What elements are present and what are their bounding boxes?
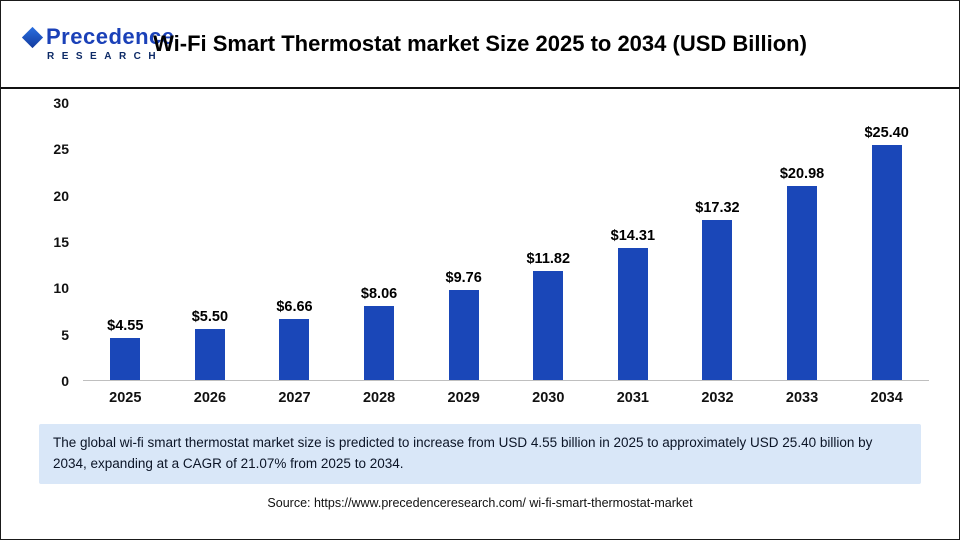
bar-value-label: $11.82	[526, 250, 571, 267]
bar-slot: $5.50	[168, 103, 253, 380]
x-axis: 2025 2026 2027 2028 2029 2030 2031 2032 2033 2034	[83, 390, 929, 406]
bar	[702, 220, 733, 380]
x-axis-label: 2026	[193, 390, 227, 406]
bar-value-label: $25.40	[864, 125, 909, 142]
logo-subtitle: RESEARCH	[47, 51, 164, 62]
bar	[533, 270, 564, 380]
y-tick-label: 25	[53, 141, 69, 158]
bar-value-label: $4.55	[107, 318, 144, 334]
x-axis-label: 2028	[362, 390, 396, 406]
precedence-research-logo: Precedence RESEARCH	[21, 24, 175, 62]
plot-area: $4.55 $5.50 $6.66 $8.06 $9.76 $11.82 $14.31 $17…	[83, 103, 929, 381]
x-axis-label: 2032	[701, 390, 734, 406]
bar-value-label: $20.98	[779, 166, 825, 183]
bar-value-label: $14.31	[610, 227, 656, 244]
bar	[617, 247, 648, 380]
bar	[871, 145, 902, 380]
bar-value-label: $9.76	[445, 269, 482, 286]
logo-name: Precedence	[46, 24, 175, 49]
x-axis-label: 2033	[785, 390, 819, 406]
x-axis-label: 2030	[532, 390, 565, 406]
summary-note: The global wi-fi smart thermostat market…	[39, 424, 921, 484]
chart-title: Wi-Fi Smart Thermostat market Size 2025 …	[153, 31, 807, 56]
y-tick-label: 30	[53, 95, 69, 111]
bar	[787, 186, 818, 380]
bar-chart: 0 5 10 15 20 25 30 $4.55 $5.50 $6.66 $8.06 $9.76 $1…	[31, 95, 929, 406]
x-axis-label: 2031	[616, 390, 649, 406]
y-tick-label: 10	[53, 280, 69, 297]
bar	[364, 305, 395, 380]
bar	[448, 289, 479, 380]
bar-slot: $11.82	[506, 103, 591, 380]
y-tick-label: 5	[61, 326, 69, 343]
bar-slot: $20.98	[760, 103, 845, 380]
bar	[279, 318, 310, 380]
bar-slot: $14.31	[591, 103, 676, 380]
header: Precedence RESEARCH Wi-Fi Smart Thermost…	[1, 1, 959, 89]
y-axis: 0 5 10 15 20 25 30	[31, 95, 83, 389]
y-tick-label: 20	[53, 187, 69, 204]
y-tick-label: 0	[61, 373, 69, 389]
bar	[110, 338, 141, 380]
bar	[194, 329, 225, 380]
bar-slot: $25.40	[844, 103, 929, 380]
bar-value-label: $17.32	[695, 200, 740, 217]
bar-slot: $17.32	[675, 103, 760, 380]
bar-slot: $9.76	[421, 103, 506, 380]
bar-slot: $4.55	[83, 103, 168, 380]
y-tick-label: 15	[53, 234, 69, 250]
x-axis-label: 2027	[278, 390, 311, 406]
logo-diamond-icon	[21, 26, 44, 48]
source-text: Source: https://www.precedenceresearch.c…	[267, 495, 693, 510]
bar-value-label: $5.50	[191, 309, 229, 326]
bar-slot: $6.66	[252, 103, 337, 380]
bar-slot: $8.06	[337, 103, 422, 380]
x-axis-label: 2025	[109, 390, 142, 406]
bar-value-label: $8.06	[360, 285, 398, 302]
x-axis-label: 2034	[870, 390, 903, 406]
bar-value-label: $6.66	[276, 298, 313, 315]
x-axis-label: 2029	[447, 390, 480, 406]
